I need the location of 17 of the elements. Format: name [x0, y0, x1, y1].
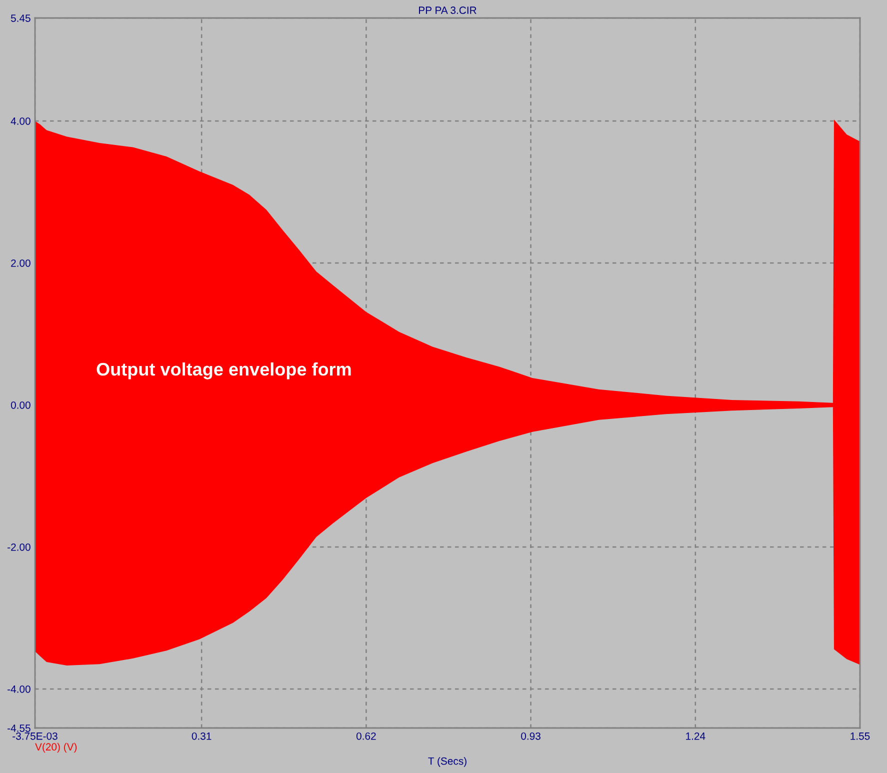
x-tick-label: -3.75E-03: [12, 732, 58, 740]
x-tick-label: 0.93: [521, 732, 540, 740]
x-tick-label: 1.55: [850, 732, 870, 740]
x-tick-label: 0.62: [356, 732, 376, 740]
y-tick-label: -4.55: [8, 724, 30, 732]
chart-title: PP PA 3.CIR: [419, 6, 476, 14]
y-tick-label: 5.45: [10, 14, 30, 22]
x-tick-label: 0.31: [192, 732, 212, 740]
x-tick-label: 1.24: [686, 732, 706, 740]
annotation: Output voltage envelope form: [96, 362, 351, 380]
text: V(20) (V): [35, 742, 77, 753]
y-tick-label: 2.00: [11, 259, 30, 267]
y-tick-label: 4.00: [10, 117, 30, 125]
y-tick-label: 0.00: [10, 401, 30, 409]
y-tick-label: -2.00: [8, 543, 30, 551]
x-axis-title: T (Secs): [428, 757, 466, 767]
y-tick-label: -4.00: [8, 685, 30, 693]
